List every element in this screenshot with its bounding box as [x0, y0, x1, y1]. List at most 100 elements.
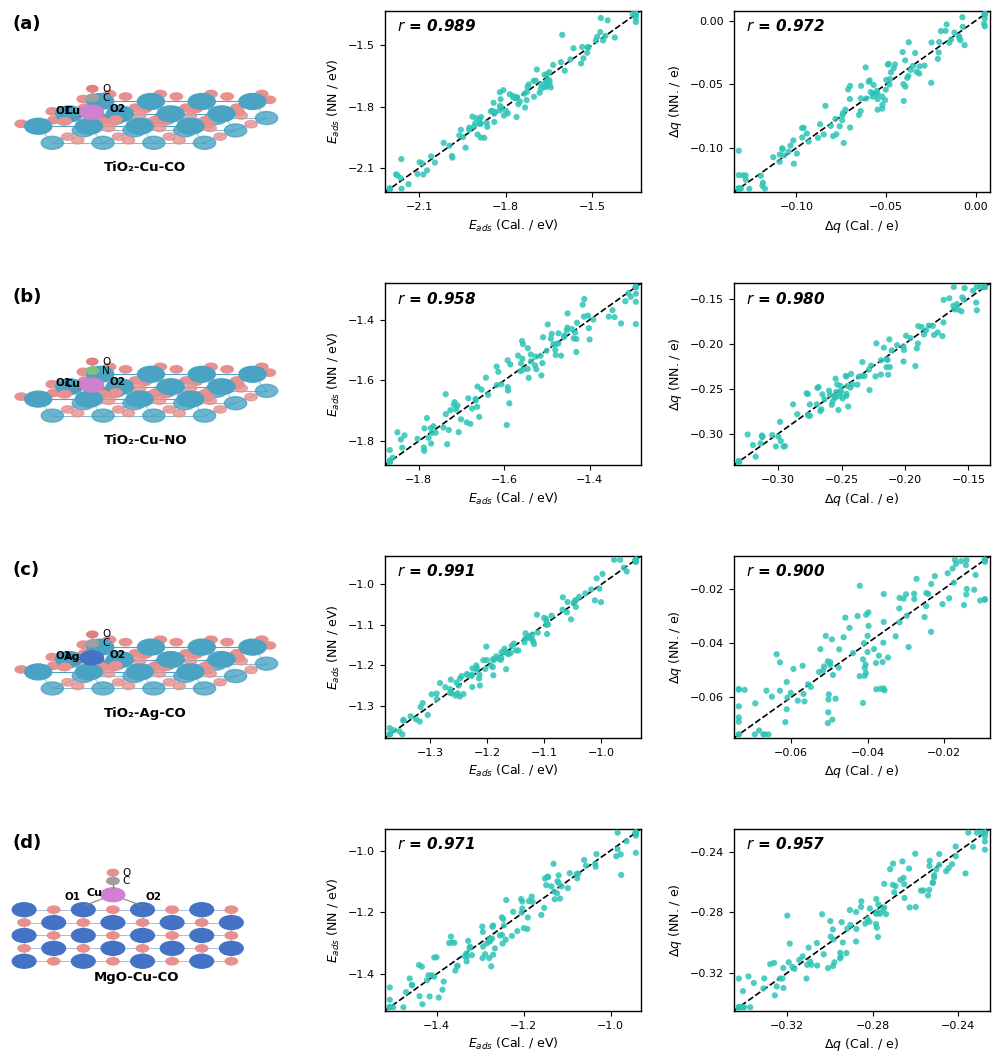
- Point: [838, 385, 854, 402]
- Point: [545, 57, 561, 74]
- Point: [772, 146, 788, 163]
- Point: [835, 106, 851, 123]
- Point: [869, 85, 885, 102]
- Point: [936, 292, 952, 309]
- Point: [935, 596, 951, 613]
- Point: [536, 610, 552, 627]
- Point: [533, 76, 549, 93]
- Point: [414, 155, 430, 172]
- Point: [477, 660, 493, 677]
- Point: [735, 982, 751, 999]
- Circle shape: [103, 91, 116, 98]
- Point: [766, 954, 782, 971]
- Point: [513, 362, 529, 379]
- Point: [736, 999, 752, 1016]
- Point: [419, 162, 435, 179]
- Point: [382, 453, 398, 470]
- Point: [540, 616, 556, 633]
- Circle shape: [224, 397, 247, 410]
- Circle shape: [59, 391, 71, 398]
- Circle shape: [119, 365, 132, 373]
- Point: [519, 83, 535, 100]
- Point: [446, 396, 462, 413]
- Point: [450, 957, 466, 974]
- Circle shape: [143, 667, 156, 674]
- Point: [802, 953, 818, 970]
- Circle shape: [88, 651, 101, 658]
- Point: [795, 686, 811, 702]
- Text: $r$ = 0.972: $r$ = 0.972: [746, 18, 826, 34]
- Point: [617, 293, 633, 310]
- Circle shape: [235, 657, 247, 664]
- Point: [854, 354, 870, 371]
- Point: [600, 12, 616, 28]
- Point: [539, 65, 555, 82]
- Circle shape: [119, 638, 132, 645]
- Point: [897, 52, 913, 68]
- Point: [495, 911, 511, 928]
- Point: [938, 862, 954, 879]
- Point: [412, 988, 428, 1005]
- Circle shape: [77, 945, 90, 952]
- Circle shape: [225, 957, 238, 965]
- Point: [382, 180, 398, 197]
- Point: [529, 61, 545, 78]
- Point: [444, 147, 460, 164]
- Point: [891, 600, 907, 617]
- Text: O2: O2: [109, 104, 125, 114]
- Point: [427, 154, 443, 171]
- Circle shape: [159, 118, 171, 125]
- Point: [867, 369, 883, 385]
- Point: [535, 329, 551, 345]
- Point: [513, 891, 529, 908]
- Point: [857, 915, 873, 932]
- Point: [538, 614, 554, 631]
- Point: [628, 279, 644, 296]
- Point: [520, 360, 536, 377]
- Point: [538, 616, 554, 633]
- Text: TiO₂-Cu-CO: TiO₂-Cu-CO: [104, 161, 186, 174]
- Point: [628, 824, 644, 841]
- Circle shape: [47, 957, 60, 965]
- Point: [467, 115, 483, 132]
- Circle shape: [112, 405, 125, 413]
- Point: [828, 125, 844, 142]
- Point: [812, 402, 828, 419]
- Point: [907, 846, 923, 862]
- Point: [413, 698, 429, 715]
- Circle shape: [77, 919, 90, 927]
- Point: [606, 552, 622, 569]
- Point: [414, 996, 430, 1013]
- Point: [382, 726, 398, 742]
- Point: [542, 76, 558, 93]
- Text: (c): (c): [13, 561, 40, 579]
- Circle shape: [72, 124, 94, 137]
- Point: [554, 26, 570, 43]
- Point: [914, 319, 930, 336]
- Point: [786, 960, 802, 977]
- Point: [520, 340, 536, 357]
- Circle shape: [163, 678, 176, 686]
- Point: [530, 624, 546, 641]
- Point: [901, 860, 917, 877]
- Point: [815, 662, 831, 679]
- Point: [852, 668, 868, 684]
- Point: [977, 5, 993, 22]
- Point: [809, 935, 825, 952]
- Y-axis label: $\Delta q$ (NN. / e): $\Delta q$ (NN. / e): [667, 337, 684, 411]
- Y-axis label: $E_{ads}$ (NN / eV): $E_{ads}$ (NN / eV): [326, 877, 342, 962]
- Point: [471, 667, 487, 683]
- Point: [818, 628, 834, 644]
- Point: [444, 684, 460, 701]
- Point: [628, 553, 644, 570]
- Point: [825, 127, 841, 144]
- Point: [926, 867, 942, 883]
- Point: [731, 999, 747, 1016]
- Point: [856, 635, 872, 652]
- Point: [880, 352, 896, 369]
- Point: [755, 175, 771, 192]
- Point: [538, 74, 554, 91]
- Circle shape: [126, 118, 153, 134]
- Point: [862, 72, 878, 88]
- Point: [454, 668, 470, 684]
